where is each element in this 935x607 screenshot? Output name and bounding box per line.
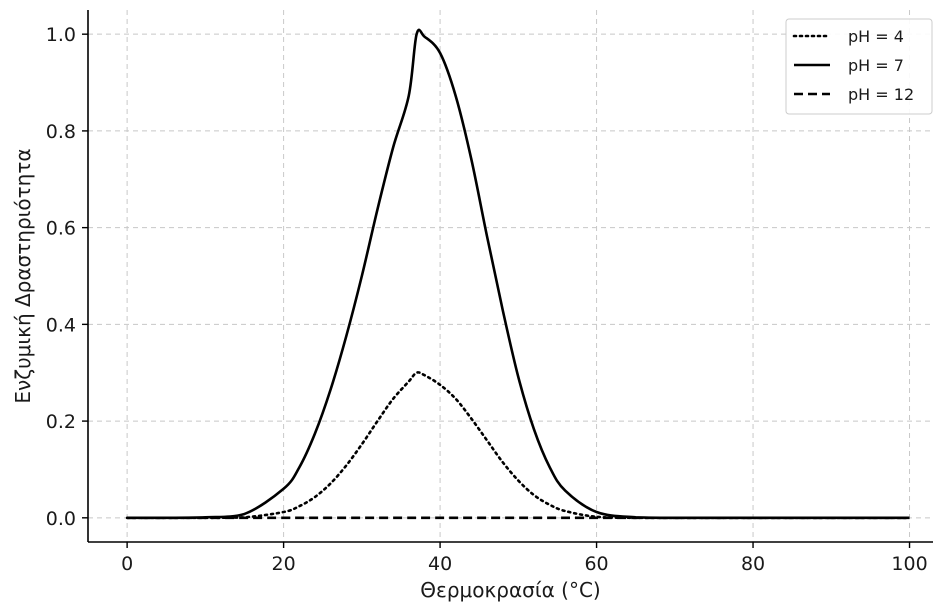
y-tick-label: 0.4 <box>46 314 76 336</box>
x-axis-label: Θερμοκρασία (°C) <box>420 578 600 602</box>
series-line-ph-7 <box>127 28 910 520</box>
x-tick-label: 100 <box>891 553 927 575</box>
x-tick-label: 0 <box>121 553 133 575</box>
x-tick-label: 60 <box>584 553 608 575</box>
y-tick-label: 0.0 <box>46 508 76 530</box>
legend-label-ph-12: pH = 12 <box>848 85 914 104</box>
x-tick-label: 80 <box>741 553 765 575</box>
y-tick-label: 1.0 <box>46 24 76 46</box>
series-line-ph-4 <box>125 371 911 520</box>
legend-label-ph-4: pH = 4 <box>848 27 904 46</box>
y-tick-label: 0.8 <box>46 121 76 143</box>
x-tick-label: 40 <box>428 553 452 575</box>
legend-box <box>785 18 933 115</box>
legend-label-ph-7: pH = 7 <box>848 56 904 75</box>
tick-labels: 0 20 40 60 80 100 0.0 0.2 0.4 0.6 0.8 1.0 <box>46 24 928 575</box>
legend: pH = 4 pH = 7 pH = 12 <box>785 18 933 115</box>
axes <box>82 10 933 548</box>
x-tick-label: 20 <box>272 553 296 575</box>
y-axis-label: Ενζυμική Δραστηριότητα <box>11 148 35 403</box>
y-tick-label: 0.2 <box>46 411 76 433</box>
series-layer <box>125 28 911 520</box>
y-tick-label: 0.6 <box>46 218 76 240</box>
